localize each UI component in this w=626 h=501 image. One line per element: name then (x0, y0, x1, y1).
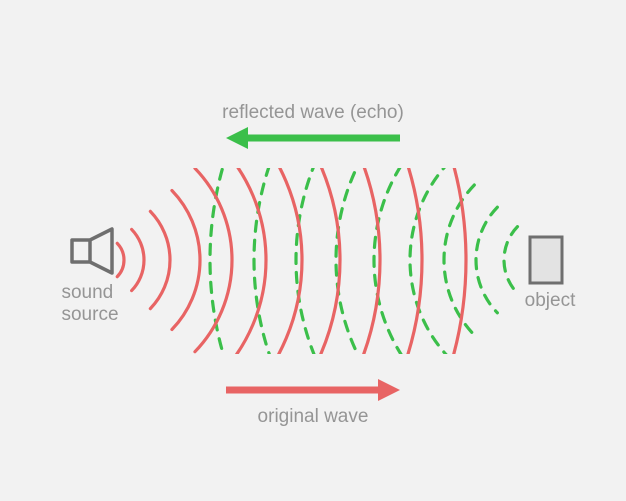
original-wave-arc (273, 93, 340, 426)
original-wave-arc (172, 191, 200, 330)
reflected-wave-arc (336, 110, 397, 410)
object-icon (530, 237, 562, 283)
reflected-wave-arc (476, 207, 497, 313)
label-original-wave: original wave (258, 406, 369, 427)
arrow-original-wave (226, 379, 400, 401)
original-wave-arc (117, 243, 124, 276)
label-reflected-wave: reflected wave (echo) (222, 102, 404, 123)
label-sound-source: sound source (61, 282, 118, 325)
original-wave-arc (219, 145, 266, 376)
reflected-wave-arc (504, 227, 517, 294)
speaker-icon (72, 229, 112, 273)
reflected-wave-arc (444, 185, 474, 335)
arrow-reflected-wave (226, 127, 400, 149)
original-wave-arc (150, 211, 170, 308)
original-wave-arc (132, 229, 144, 290)
label-object: object (525, 290, 576, 311)
